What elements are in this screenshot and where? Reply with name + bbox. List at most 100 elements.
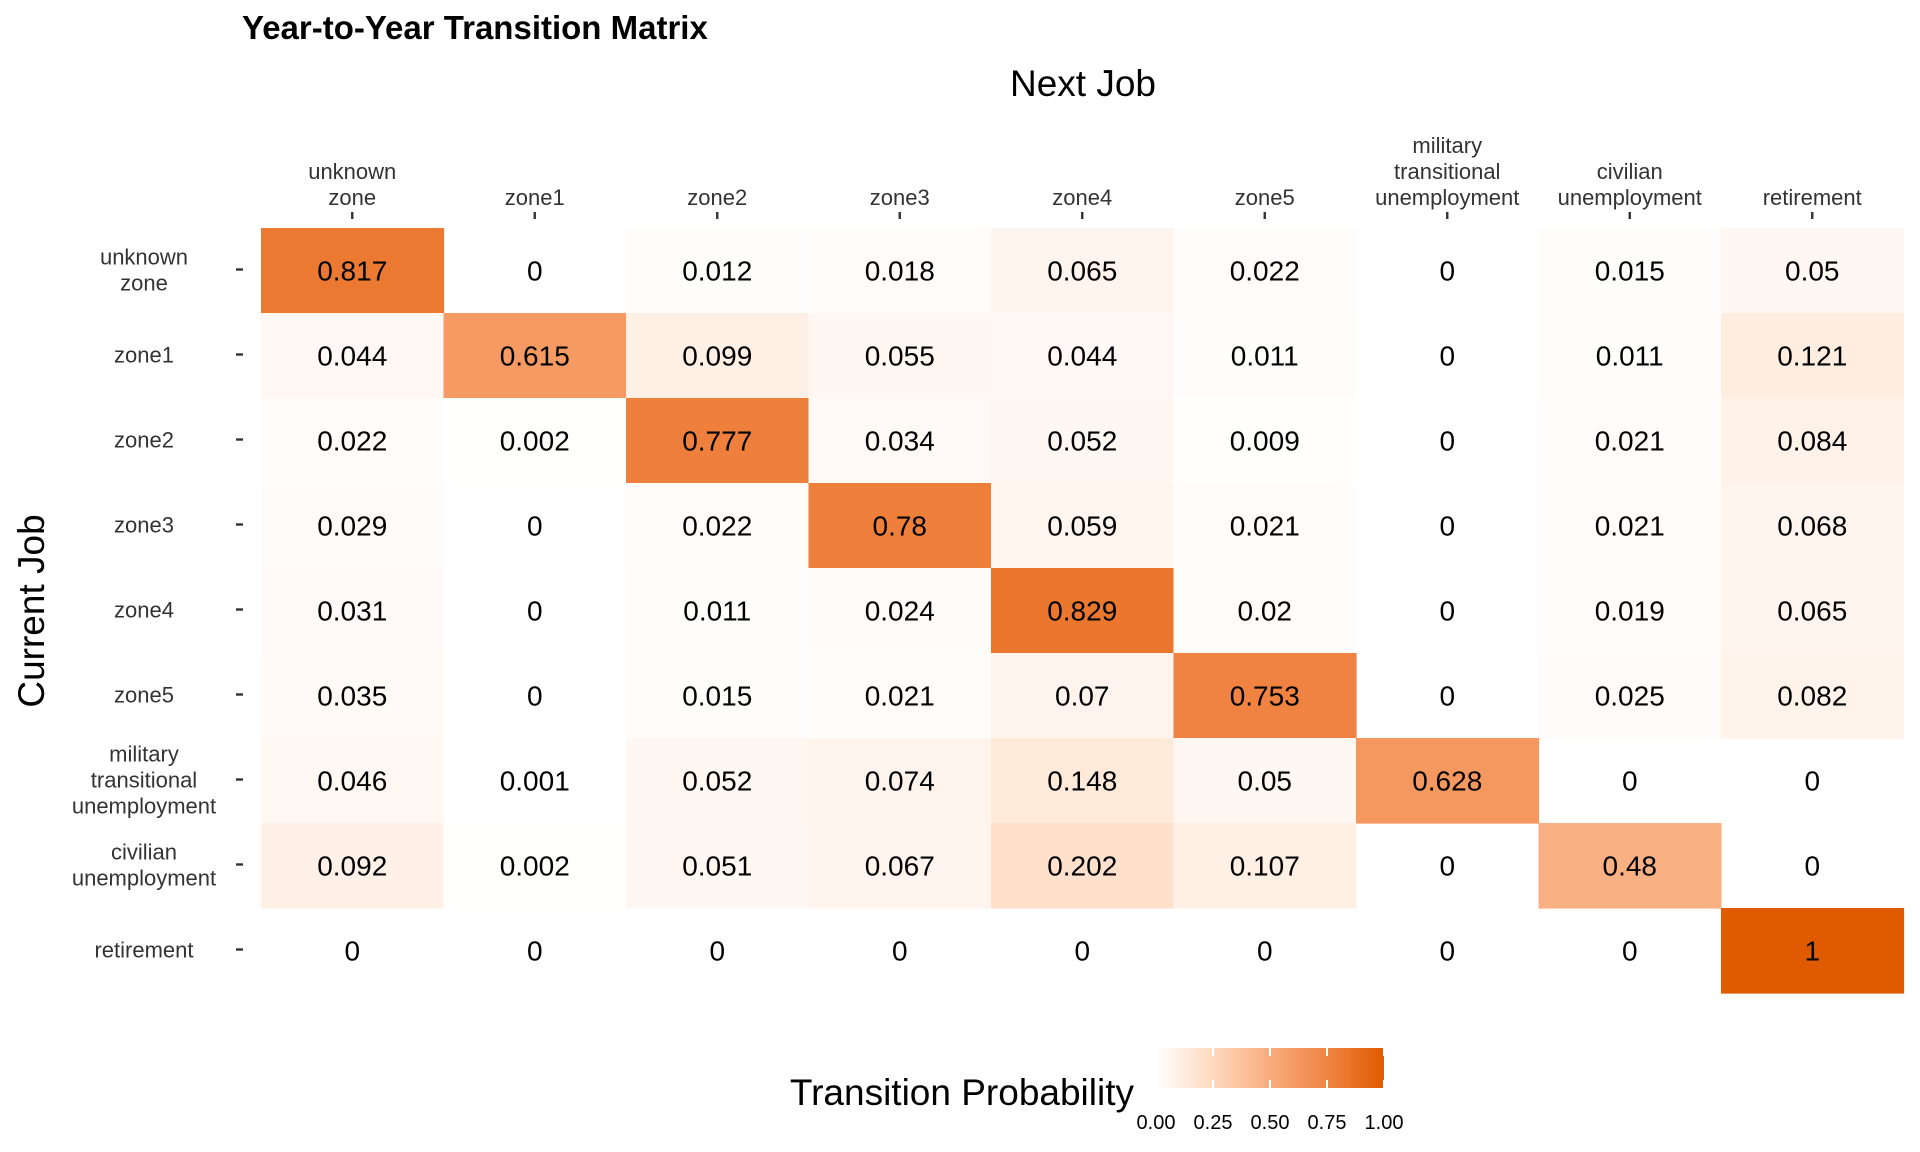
heatmap-cell (991, 738, 1175, 824)
cell-value-label: 0.777 (682, 426, 752, 457)
heatmap-cell (626, 568, 810, 654)
cell-value-label: 0 (1622, 936, 1638, 967)
heatmap-cell (1721, 908, 1905, 994)
heatmap-cell (991, 313, 1175, 399)
heatmap-cell (443, 313, 627, 399)
cell-value-label: 0.202 (1047, 851, 1117, 882)
heatmap-cell (261, 738, 445, 824)
cell-value-label: 0 (344, 936, 360, 967)
cell-value-label: 0.015 (1595, 256, 1665, 287)
heatmap-cell (626, 313, 810, 399)
cell-value-label: 0.031 (317, 596, 387, 627)
y-tick-label: transitional (91, 768, 197, 793)
cell-value-label: 0 (1439, 426, 1455, 457)
legend-ticks: 0.00 0.25 0.50 0.75 1.00 (1137, 1048, 1403, 1134)
heatmap-cell (1173, 738, 1357, 824)
legend-title: Transition Probability (790, 1072, 1135, 1113)
cell-value-label: 0.009 (1230, 426, 1300, 457)
cell-value-label: 0.011 (683, 596, 751, 627)
x-tick-label: transitional (1394, 159, 1500, 184)
legend-tick-label: 0.50 (1251, 1112, 1290, 1134)
heatmap-cell (1173, 313, 1357, 399)
cell-value-label: 0 (1439, 936, 1455, 967)
cell-value-label: 0.019 (1595, 596, 1665, 627)
y-tick-label: zone1 (114, 343, 174, 368)
heatmap-cell (1173, 228, 1357, 314)
cell-value-label: 0.065 (1047, 256, 1117, 287)
y-tick-label: civilian (111, 840, 177, 865)
heatmap-cell (1538, 398, 1722, 484)
cell-value-label: 0 (1804, 851, 1820, 882)
cell-value-label: 0.025 (1595, 681, 1665, 712)
cell-value-label: 0 (1439, 256, 1455, 287)
x-tick-label: zone (328, 185, 376, 210)
cell-value-label: 0.052 (682, 766, 752, 797)
heatmap-cell (1538, 568, 1722, 654)
cell-value-label: 0 (527, 511, 543, 542)
heatmap-cell (261, 568, 445, 654)
y-tick-label: zone3 (114, 513, 174, 538)
cell-value-label: 0.148 (1047, 766, 1117, 797)
cell-value-label: 0.029 (317, 511, 387, 542)
heatmap-cell (991, 398, 1175, 484)
heatmap-cell (1356, 738, 1540, 824)
cell-value-label: 0.055 (865, 341, 935, 372)
cell-value-label: 0 (1439, 511, 1455, 542)
heatmap-cell (1721, 398, 1905, 484)
cell-value-label: 0.121 (1777, 341, 1847, 372)
cell-value-label: 0.099 (682, 341, 752, 372)
cell-value-label: 0.07 (1055, 681, 1110, 712)
y-tick-label: unemployment (72, 794, 216, 819)
y-tick-label: unemployment (72, 866, 216, 891)
heatmap-cell (443, 823, 627, 909)
heatmap-cell (626, 823, 810, 909)
cell-value-label: 0.615 (500, 341, 570, 372)
heatmap-cell (1721, 653, 1905, 739)
cell-value-label: 0.074 (865, 766, 935, 797)
heatmap-cell (808, 653, 992, 739)
cell-value-label: 0.001 (500, 766, 570, 797)
heatmap-cell (626, 398, 810, 484)
cell-value-label: 0.829 (1047, 596, 1117, 627)
y-tick-label: zone4 (114, 598, 174, 623)
cell-value-label: 0 (1439, 596, 1455, 627)
heatmap-cell (1538, 653, 1722, 739)
heatmap-cell (1721, 228, 1905, 314)
heatmap-cell (991, 483, 1175, 569)
x-tick-label: zone4 (1052, 185, 1112, 210)
heatmap-cell (991, 568, 1175, 654)
cell-value-label: 0 (527, 256, 543, 287)
heatmap-cell (991, 653, 1175, 739)
heatmap-cell (808, 313, 992, 399)
heatmap-cell (443, 398, 627, 484)
heatmap-cell (261, 313, 445, 399)
cell-value-label: 0.002 (500, 426, 570, 457)
heatmap-cell (808, 483, 992, 569)
cell-value-label: 0.046 (317, 766, 387, 797)
x-tick-label: zone2 (687, 185, 747, 210)
cell-value-label: 0.084 (1777, 426, 1847, 457)
y-tick-label: military (109, 742, 179, 767)
x-axis-title: Next Job (1010, 63, 1156, 104)
cell-value-label: 0.817 (317, 256, 387, 287)
heatmap-cell (808, 823, 992, 909)
heatmap-cell (1538, 313, 1722, 399)
cell-value-label: 0 (1439, 851, 1455, 882)
cell-value-label: 0.02 (1238, 596, 1293, 627)
heatmap-cells: 0.817 0 0.012 0.018 0.065 0.022 0 0.015 0.05 0.04… (261, 228, 1905, 994)
cell-value-label: 0.107 (1230, 851, 1300, 882)
y-axis-title: Current Job (11, 514, 52, 707)
cell-value-label: 0 (1074, 936, 1090, 967)
x-tick-label: zone5 (1235, 185, 1295, 210)
cell-value-label: 0 (527, 596, 543, 627)
cell-value-label: 0.044 (317, 341, 387, 372)
cell-value-label: 0 (527, 681, 543, 712)
cell-value-label: 0.628 (1412, 766, 1482, 797)
heatmap-cell (1173, 483, 1357, 569)
cell-value-label: 0.022 (317, 426, 387, 457)
cell-value-label: 0.011 (1231, 341, 1299, 372)
cell-value-label: 0.082 (1777, 681, 1847, 712)
cell-value-label: 0 (1257, 936, 1273, 967)
heatmap-cell (261, 653, 445, 739)
